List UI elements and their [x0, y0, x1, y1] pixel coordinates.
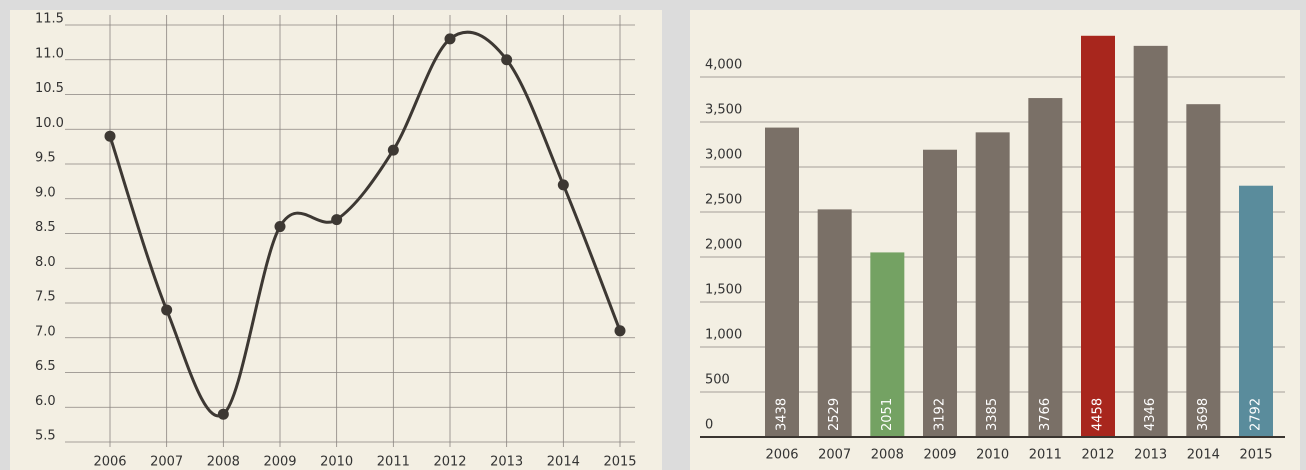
bar	[817, 209, 852, 437]
x-tick-label: 2014	[1187, 448, 1220, 463]
x-tick-label: 2012	[433, 455, 466, 470]
y-tick-label: 6.5	[35, 359, 56, 374]
x-tick-label: 2006	[93, 455, 126, 470]
bar	[765, 127, 799, 437]
point	[217, 408, 229, 420]
point	[274, 221, 286, 233]
point	[614, 325, 626, 337]
x-tick-label: 2008	[871, 448, 904, 463]
x-tick-label: 2007	[150, 455, 183, 470]
y-tick-label: 2,500	[705, 193, 742, 208]
y-tick-label: 11.5	[35, 12, 64, 27]
value-label: 3385	[985, 398, 1000, 431]
y-tick-label: 10.0	[35, 116, 64, 131]
x-tick-label: 2013	[490, 455, 523, 470]
y-tick-label: 7.0	[35, 324, 56, 339]
y-tick-label: 9.5	[35, 151, 56, 166]
value-label: 2051	[880, 398, 895, 431]
y-tick-label: 500	[705, 373, 730, 388]
value-label: 4346	[1143, 398, 1158, 431]
x-tick-label: 2008	[207, 455, 240, 470]
value-label: 3766	[1038, 398, 1053, 431]
value-label: 3438	[775, 398, 790, 431]
point	[501, 54, 513, 66]
point	[387, 144, 399, 156]
y-tick-label: 0	[705, 418, 713, 433]
bar	[923, 149, 957, 437]
y-tick-label: 3,000	[705, 148, 742, 163]
y-tick-label: 2,000	[705, 238, 742, 253]
x-tick-label: 2009	[923, 448, 956, 463]
x-tick-label: 2011	[1029, 448, 1062, 463]
value-label: 2529	[827, 398, 842, 431]
point	[557, 179, 569, 191]
y-tick-label: 8.5	[35, 220, 56, 235]
y-tick-label: 1,500	[705, 283, 742, 298]
x-tick-label: 2014	[547, 455, 580, 470]
y-tick-label: 3,500	[705, 103, 742, 118]
point	[444, 33, 456, 45]
x-tick-label: 2015	[1239, 448, 1272, 463]
bar	[1028, 98, 1063, 437]
line	[108, 30, 622, 418]
y-tick-label: 8.0	[35, 255, 56, 270]
y-tick-label: 4,000	[705, 58, 742, 73]
x-tick-label: 2012	[1081, 448, 1114, 463]
value-label: 2792	[1249, 398, 1264, 431]
bar	[975, 132, 1010, 437]
x-tick-label: 2015	[603, 455, 636, 470]
x-tick-label: 2007	[818, 448, 851, 463]
panel-left	[10, 10, 662, 470]
value-label: 3192	[933, 398, 948, 431]
point	[161, 304, 173, 316]
y-tick-label: 11.0	[35, 46, 64, 61]
x-tick-label: 2010	[320, 455, 353, 470]
x-tick-label: 2013	[1134, 448, 1167, 463]
bar	[870, 252, 905, 437]
value-label: 3698	[1196, 398, 1211, 431]
x-tick-label: 2009	[263, 455, 296, 470]
value-label: 4458	[1091, 398, 1106, 431]
y-tick-label: 5.5	[35, 429, 56, 444]
y-tick-label: 7.5	[35, 290, 56, 305]
bar	[1239, 185, 1273, 437]
bar	[1081, 35, 1115, 437]
bar	[1133, 45, 1168, 438]
x-tick-label: 2010	[976, 448, 1009, 463]
y-tick-label: 1,000	[705, 328, 742, 343]
y-tick-label: 10.5	[35, 81, 64, 96]
y-tick-label: 6.0	[35, 394, 56, 409]
y-tick-label: 9.0	[35, 185, 56, 200]
bar	[1186, 104, 1221, 438]
point	[104, 130, 116, 142]
x-tick-label: 2006	[765, 448, 798, 463]
x-tick-label: 2011	[377, 455, 410, 470]
point	[331, 214, 343, 226]
